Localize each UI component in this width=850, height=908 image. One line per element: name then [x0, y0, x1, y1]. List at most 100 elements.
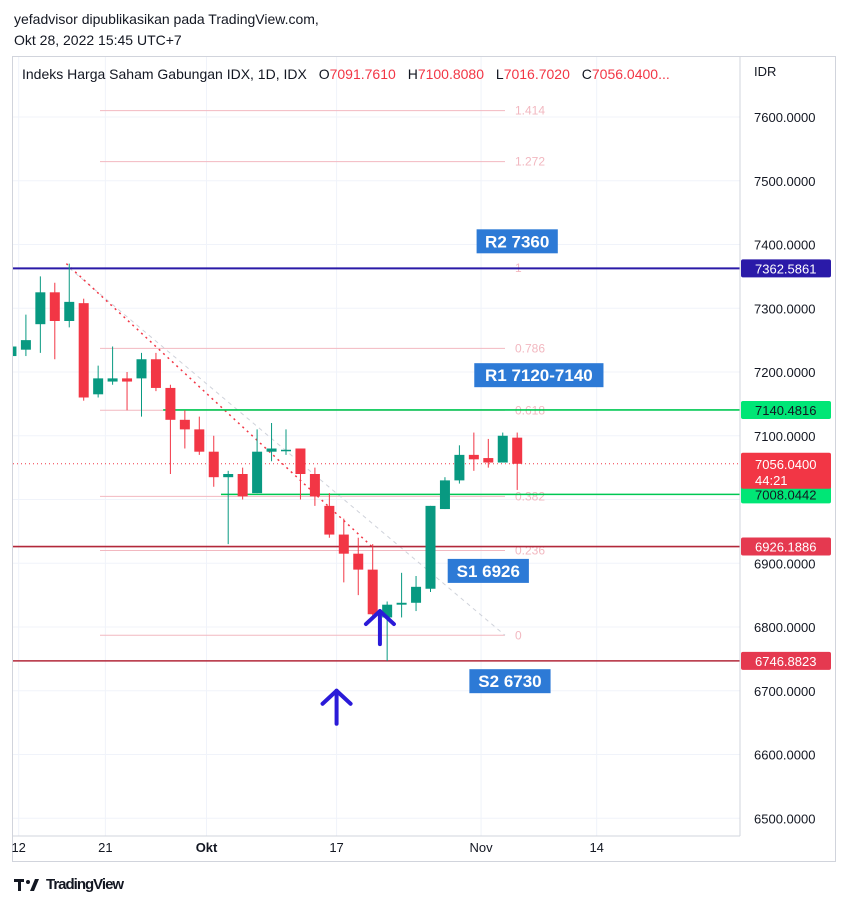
time-tick-label: Nov	[470, 840, 494, 855]
candle[interactable]	[411, 576, 422, 612]
candle[interactable]	[237, 467, 248, 500]
legend-open-label: O	[318, 66, 330, 82]
legend-high-label: H	[407, 66, 418, 82]
candle-body	[324, 505, 335, 535]
candle[interactable]	[64, 263, 75, 328]
candle-body	[20, 340, 31, 350]
candle[interactable]	[309, 467, 320, 506]
annotation-text: R2 7360	[485, 232, 549, 251]
candle[interactable]	[512, 432, 523, 490]
candle-body	[281, 449, 291, 452]
candle[interactable]	[93, 365, 104, 398]
fib-level-label: 0.236	[515, 544, 545, 558]
price-axis-currency: IDR	[754, 64, 776, 79]
legend-low-value: 7016.7020	[503, 66, 570, 82]
candle[interactable]	[107, 346, 118, 385]
candle-body	[367, 569, 378, 615]
candle[interactable]	[353, 537, 364, 596]
candle[interactable]	[425, 505, 436, 592]
candle[interactable]	[194, 416, 205, 455]
chart-legend: Indeks Harga Saham Gabungan IDX, 1D, IDX…	[22, 66, 670, 82]
fib-level-label: 0.786	[515, 341, 545, 355]
level-price-label-text: 7362.5861	[755, 261, 816, 276]
candle[interactable]	[35, 276, 46, 353]
candle-body	[425, 505, 436, 589]
price-tick-label: 7600.0000	[754, 110, 815, 125]
up-arrow-icon	[320, 688, 353, 726]
candle-body	[309, 474, 320, 497]
candle[interactable]	[252, 429, 263, 494]
candle[interactable]	[150, 352, 161, 392]
candle-body	[439, 480, 450, 510]
candle[interactable]	[454, 445, 465, 484]
candle[interactable]	[281, 429, 291, 455]
candle-body	[512, 437, 523, 464]
candle[interactable]	[338, 518, 349, 583]
candle[interactable]	[78, 298, 89, 401]
attribution-author: yefadvisor dipublikasikan pada TradingVi…	[14, 11, 319, 27]
candle[interactable]	[6, 327, 17, 368]
level-price-label-text: 7008.0442	[755, 487, 816, 502]
candle-body	[468, 454, 479, 460]
candle-body	[64, 301, 75, 321]
legend-close-value: 7056.0400...	[591, 66, 670, 82]
level-price-label-box	[741, 400, 831, 419]
candle[interactable]	[497, 432, 508, 463]
time-tick-label: 14	[589, 840, 603, 855]
level-price-label-text: 6746.8823	[755, 654, 816, 669]
candle[interactable]	[483, 438, 494, 468]
candle[interactable]	[122, 372, 133, 411]
level-price-label-box	[741, 259, 831, 278]
price-tick-label: 7200.0000	[754, 365, 815, 380]
level-price-label-box	[741, 537, 831, 556]
level-price-label-text: 6926.1886	[755, 540, 816, 555]
candle[interactable]	[20, 314, 31, 357]
candle[interactable]	[136, 352, 147, 417]
annotation-label: R2 7360	[476, 229, 558, 254]
candle[interactable]	[367, 544, 378, 618]
candle[interactable]	[439, 477, 450, 510]
candle[interactable]	[382, 601, 393, 661]
candle-body	[252, 451, 263, 494]
candle[interactable]	[324, 493, 335, 538]
price-tick-label: 7300.0000	[754, 301, 815, 316]
price-axis-labels: 7362.5861 7140.4816 7008.0442 6926.1886 6746…	[741, 259, 831, 670]
level-price-label: 6926.1886	[741, 537, 831, 556]
price-tick-label: 6600.0000	[754, 748, 815, 763]
fib-diagonal	[68, 267, 506, 636]
candle-body	[165, 387, 176, 420]
candle[interactable]	[208, 435, 219, 487]
candle-body	[13, 346, 17, 357]
candle-body	[208, 451, 219, 478]
candle-body	[223, 474, 234, 478]
annotation-box	[447, 558, 529, 583]
candle[interactable]	[223, 470, 234, 545]
candle-body	[93, 378, 104, 395]
candle[interactable]	[295, 448, 306, 500]
time-axis: 12 21 Okt 17 Nov 14	[11, 840, 603, 855]
candle[interactable]	[468, 432, 479, 471]
price-tick-label: 7400.0000	[754, 238, 815, 253]
candle[interactable]	[266, 423, 277, 462]
attribution-timestamp: Okt 28, 2022 15:45 UTC+7	[14, 32, 182, 48]
level-price-label-text: 7140.4816	[755, 403, 816, 418]
legend-high-value: 7100.8080	[417, 66, 484, 82]
candle-body	[353, 553, 364, 570]
candle[interactable]	[179, 410, 190, 449]
fib-level-label: 1.414	[515, 104, 545, 118]
candle[interactable]	[165, 384, 176, 474]
candle-body	[35, 292, 46, 325]
level-price-label: 6746.8823	[741, 651, 831, 670]
fib-level-label: 0.382	[515, 489, 545, 503]
legend-symbol: Indeks Harga Saham Gabungan IDX, 1D, IDX	[22, 66, 307, 82]
candle[interactable]	[0, 359, 2, 385]
candle[interactable]	[396, 572, 407, 618]
legend-low-label: L	[495, 66, 504, 82]
grid	[13, 57, 740, 836]
candle-body	[237, 474, 248, 497]
annotation-text: R1 7120-7140	[485, 366, 593, 385]
candle[interactable]	[49, 282, 60, 360]
candle-body	[194, 429, 205, 452]
